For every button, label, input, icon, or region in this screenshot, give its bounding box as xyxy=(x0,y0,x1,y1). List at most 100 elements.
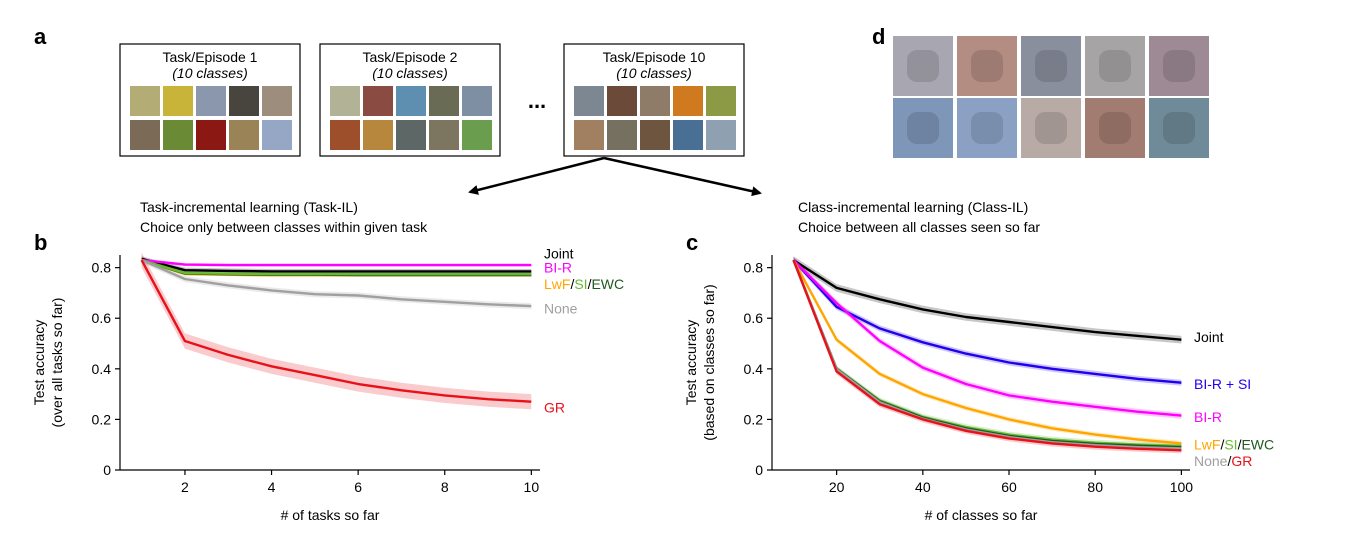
x-tick-label: 60 xyxy=(1001,479,1017,495)
task-2-sample-images xyxy=(330,86,492,150)
series-label-part: / xyxy=(1227,453,1231,469)
taskil-description: Choice only between classes within given… xyxy=(140,219,428,235)
generated-sample-blur xyxy=(971,50,1003,82)
sample-image xyxy=(330,86,360,116)
series-label: BI-R xyxy=(544,260,572,276)
generated-sample-image xyxy=(893,36,953,96)
arrow-left xyxy=(468,156,605,195)
generated-sample-blur xyxy=(1099,112,1131,144)
series-label-part: SI xyxy=(574,276,587,292)
series-line-joint xyxy=(792,259,1182,341)
ellipsis: ... xyxy=(528,88,546,113)
generated-samples-grid xyxy=(893,36,1209,158)
y-tick-label: 0.8 xyxy=(92,260,112,276)
y-tick-label: 0.8 xyxy=(744,260,764,276)
sample-image xyxy=(363,86,393,116)
series-line-si xyxy=(141,258,532,276)
sample-image xyxy=(229,86,259,116)
y-tick-label: 0.6 xyxy=(744,310,764,326)
series-line-bir xyxy=(141,258,532,267)
sample-image xyxy=(196,120,226,150)
series-band-none xyxy=(793,257,1182,451)
generated-sample-blur xyxy=(907,112,939,144)
series-label-part: GR xyxy=(1231,453,1252,469)
sample-image xyxy=(130,120,160,150)
sample-image xyxy=(574,120,604,150)
panel-letter-a: a xyxy=(34,24,47,49)
series-line-joint xyxy=(141,257,532,273)
x-tick-label: 100 xyxy=(1170,479,1194,495)
generated-sample-image xyxy=(1021,36,1081,96)
sample-image xyxy=(462,86,492,116)
series-label: None/GR xyxy=(1194,453,1252,469)
taskil-title: Task-incremental learning (Task-IL) xyxy=(140,199,358,215)
generated-sample-image xyxy=(1085,36,1145,96)
x-tick-label: 40 xyxy=(915,479,931,495)
series-label-part: / xyxy=(588,276,592,292)
y-tick-label: 0.2 xyxy=(92,411,112,427)
series-label: None xyxy=(544,301,578,317)
generated-sample-blur xyxy=(907,50,939,82)
sample-image xyxy=(396,120,426,150)
sample-image xyxy=(429,120,459,150)
series-label-part: / xyxy=(570,276,574,292)
chart-classil: 0 0.2 0.4 0.6 0.8 20 40 60 80 100 # of classes so … xyxy=(683,255,1274,523)
x-tick-label: 8 xyxy=(441,479,449,495)
generated-sample-blur xyxy=(971,112,1003,144)
generated-sample-blur xyxy=(1163,112,1195,144)
series-band-birsi xyxy=(793,257,1182,386)
sample-image xyxy=(640,86,670,116)
x-axis-label: # of classes so far xyxy=(925,507,1038,523)
series-label: LwF/SI/EWC xyxy=(544,276,624,292)
panel-letter-b: b xyxy=(34,230,47,255)
generated-sample-image xyxy=(1149,36,1209,96)
sample-image xyxy=(673,120,703,150)
series-label: BI-R + SI xyxy=(1194,376,1251,392)
series-label: Joint xyxy=(1194,329,1224,345)
series-label: BI-R xyxy=(1194,409,1222,425)
task-1-sample-images xyxy=(130,86,292,150)
series-line-gr xyxy=(792,259,1182,452)
y-axis-label: Test accuracy xyxy=(683,320,699,406)
sample-image xyxy=(196,86,226,116)
series-line-bir xyxy=(792,259,1182,417)
sample-image xyxy=(673,86,703,116)
task-10-sample-images xyxy=(574,86,736,150)
series-label-part: None xyxy=(544,301,578,317)
y-axis-label-sub: (based on classes so far) xyxy=(701,284,717,440)
y-tick-label: 0.6 xyxy=(92,310,112,326)
task-subtitle-10: (10 classes) xyxy=(616,65,691,81)
series-label-part: BI-R xyxy=(544,260,572,276)
sample-image xyxy=(229,120,259,150)
y-tick-label: 0 xyxy=(103,462,111,478)
x-tick-label: 10 xyxy=(524,479,540,495)
series-label-part: Joint xyxy=(544,246,574,262)
series-label-part: EWC xyxy=(1241,437,1274,453)
arrow-right xyxy=(603,156,762,197)
series-label: GR xyxy=(544,399,565,415)
y-tick-label: 0.4 xyxy=(744,361,764,377)
y-axis-label-sub: (over all tasks so far) xyxy=(49,298,65,428)
generated-sample-blur xyxy=(1163,50,1195,82)
sample-image xyxy=(163,120,193,150)
y-tick-label: 0.4 xyxy=(92,361,112,377)
series-band-joint xyxy=(141,256,532,274)
series-label-part: Joint xyxy=(1194,329,1224,345)
y-tick-label: 0.2 xyxy=(744,411,764,427)
sample-image xyxy=(330,120,360,150)
series-label-part: SI xyxy=(1224,437,1237,453)
panel-letter-d: d xyxy=(872,24,885,49)
sample-image xyxy=(130,86,160,116)
x-tick-label: 4 xyxy=(268,479,276,495)
generated-sample-image xyxy=(957,98,1017,158)
series-label-part: LwF xyxy=(544,276,570,292)
generated-sample-image xyxy=(1021,98,1081,158)
generated-sample-blur xyxy=(1035,50,1067,82)
sample-image xyxy=(640,120,670,150)
task-box-2: Task/Episode 2 (10 classes) xyxy=(319,43,501,157)
task-box-1: Task/Episode 1 (10 classes) xyxy=(119,43,301,157)
series-label: Joint xyxy=(544,246,574,262)
generated-sample-image xyxy=(1149,98,1209,158)
panel-letter-c: c xyxy=(686,230,698,255)
x-axis-label: # of tasks so far xyxy=(281,507,380,523)
